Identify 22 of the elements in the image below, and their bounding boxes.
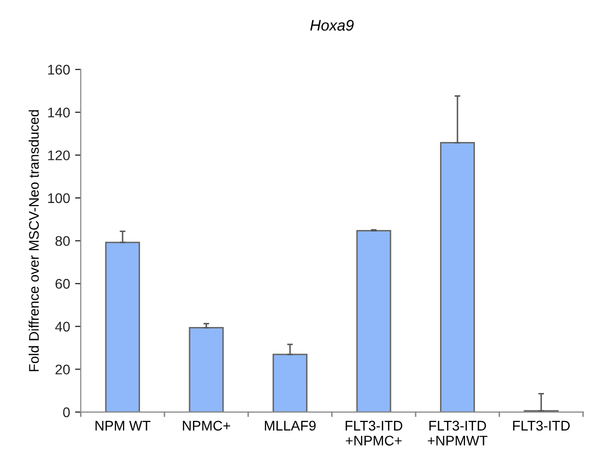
x-tick-label: FLT3-ITD +NPMC+ (346, 420, 402, 446)
x-tick-label: FLT3-ITD +NPMWT (428, 420, 488, 446)
bar (272, 354, 308, 412)
x-tick-label: MLLAF9 (264, 420, 316, 431)
y-tick-label: 100 (48, 193, 70, 204)
y-tick-label: 0 (63, 407, 70, 418)
bar (105, 242, 140, 412)
bar (188, 327, 224, 412)
y-tick-label: 60 (56, 278, 70, 289)
bar (440, 142, 475, 412)
y-tick-label: 40 (55, 322, 70, 332)
y-tick-label: 140 (48, 108, 70, 118)
y-tick-label: 120 (48, 150, 70, 160)
chart-title: Hoxa9 (310, 20, 354, 31)
y-tick-label: 20 (56, 364, 70, 374)
bar (356, 230, 392, 412)
x-tick-label: NPMC+ (182, 420, 230, 431)
y-axis-title: Fold Diffrence over MSCV-Neo transduced (28, 110, 39, 372)
x-tick-label: NPM WT (96, 420, 150, 430)
y-tick-label: 160 (48, 64, 70, 75)
y-tick-label: 80 (55, 236, 70, 246)
x-tick-label: FLT3-ITD (513, 420, 570, 431)
